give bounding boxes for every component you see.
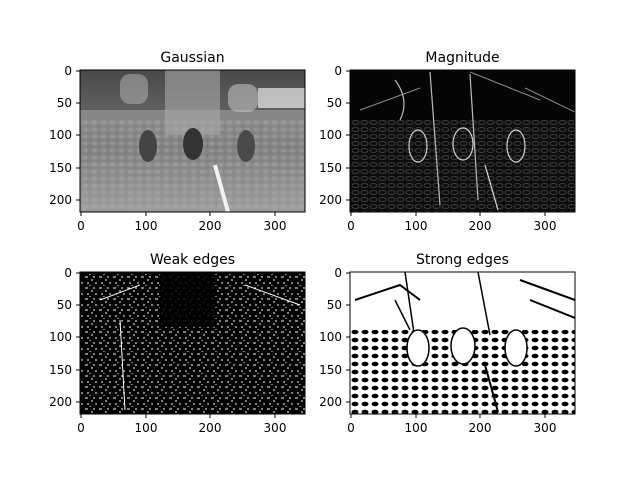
- y-tick-label: 200: [319, 193, 342, 207]
- panel-title: Magnitude: [425, 50, 499, 66]
- x-tick-label: 100: [405, 219, 428, 233]
- x-tick-label: 300: [534, 219, 557, 233]
- x-tick-label: 300: [264, 421, 287, 435]
- x-tick-label: 0: [347, 219, 355, 233]
- y-tick-label: 0: [334, 64, 342, 78]
- x-tick-label: 300: [534, 421, 557, 435]
- panel-magnitude: Magnitude 0 50 100 150 200 0 100 200 300: [319, 50, 576, 233]
- y-tick-label: 100: [49, 330, 72, 344]
- y-tick-label: 0: [334, 266, 342, 280]
- magnitude-image: [350, 70, 575, 212]
- y-tick-label: 150: [49, 363, 72, 377]
- panel-title: Gaussian: [160, 50, 224, 66]
- y-tick-label: 150: [319, 363, 342, 377]
- y-axis-ticks: 0 50 100 150 200: [49, 64, 80, 207]
- panel-weak-edges: Weak edges 0 50 100 150 200 0 100 200 30…: [49, 252, 306, 435]
- x-tick-label: 0: [347, 421, 355, 435]
- y-tick-label: 200: [49, 193, 72, 207]
- y-axis-ticks: 0 50 100 150 200: [49, 266, 80, 409]
- x-tick-label: 100: [135, 421, 158, 435]
- x-tick-label: 100: [135, 219, 158, 233]
- x-tick-label: 0: [77, 219, 85, 233]
- x-axis-ticks: 0 100 200 300: [347, 414, 556, 435]
- y-tick-label: 50: [327, 96, 342, 110]
- y-tick-label: 100: [49, 128, 72, 142]
- panel-strong-edges: Strong edges 0 50 100 150 200 0 100 200 …: [319, 252, 576, 435]
- x-axis-ticks: 0 100 200 300: [77, 212, 286, 233]
- x-tick-label: 0: [77, 421, 85, 435]
- x-tick-label: 300: [264, 219, 287, 233]
- y-tick-label: 50: [327, 298, 342, 312]
- x-axis-ticks: 0 100 200 300: [77, 414, 286, 435]
- x-tick-label: 200: [199, 421, 222, 435]
- y-tick-label: 100: [319, 128, 342, 142]
- x-tick-label: 100: [405, 421, 428, 435]
- panel-title: Strong edges: [416, 252, 509, 268]
- y-tick-label: 200: [49, 395, 72, 409]
- x-tick-label: 200: [469, 421, 492, 435]
- y-tick-label: 0: [64, 64, 72, 78]
- gaussian-image: [80, 70, 305, 212]
- y-tick-label: 0: [64, 266, 72, 280]
- x-tick-label: 200: [469, 219, 492, 233]
- panel-title: Weak edges: [150, 252, 235, 268]
- y-axis-ticks: 0 50 100 150 200: [319, 266, 350, 409]
- y-tick-label: 150: [319, 161, 342, 175]
- y-tick-label: 200: [319, 395, 342, 409]
- strong-edges-image: [350, 272, 575, 414]
- y-axis-ticks: 0 50 100 150 200: [319, 64, 350, 207]
- y-tick-label: 50: [57, 298, 72, 312]
- x-axis-ticks: 0 100 200 300: [347, 212, 556, 233]
- y-tick-label: 50: [57, 96, 72, 110]
- x-tick-label: 200: [199, 219, 222, 233]
- y-tick-label: 100: [319, 330, 342, 344]
- weak-edges-image: [80, 272, 305, 414]
- panel-gaussian: Gaussian 0 50 100 150 200 0 100 200 300: [49, 50, 306, 233]
- y-tick-label: 150: [49, 161, 72, 175]
